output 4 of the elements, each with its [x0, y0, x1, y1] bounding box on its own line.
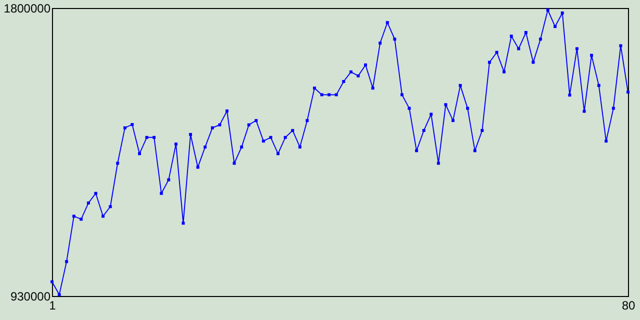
x-tick-label: 1 — [49, 298, 56, 312]
y-tick-label: 1800000 — [4, 2, 51, 16]
x-tick-label: 80 — [622, 298, 636, 312]
y-tick-label: 930000 — [10, 290, 51, 304]
